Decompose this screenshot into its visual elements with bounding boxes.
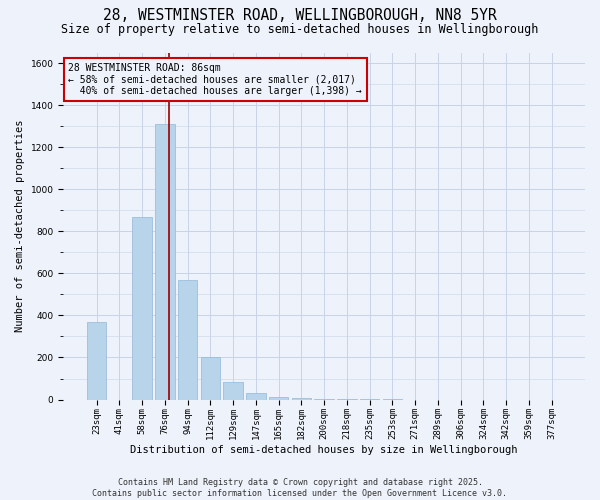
Bar <box>269 397 289 400</box>
Text: Size of property relative to semi-detached houses in Wellingborough: Size of property relative to semi-detach… <box>61 22 539 36</box>
Bar <box>201 358 220 400</box>
Bar <box>246 393 266 400</box>
Text: Contains HM Land Registry data © Crown copyright and database right 2025.
Contai: Contains HM Land Registry data © Crown c… <box>92 478 508 498</box>
Bar <box>155 124 175 400</box>
Bar <box>87 322 106 400</box>
Bar <box>314 398 334 400</box>
Y-axis label: Number of semi-detached properties: Number of semi-detached properties <box>15 120 25 332</box>
Bar <box>178 280 197 400</box>
Text: 28 WESTMINSTER ROAD: 86sqm
← 58% of semi-detached houses are smaller (2,017)
  4: 28 WESTMINSTER ROAD: 86sqm ← 58% of semi… <box>68 63 362 96</box>
Bar <box>292 398 311 400</box>
Bar <box>223 382 243 400</box>
Text: 28, WESTMINSTER ROAD, WELLINGBOROUGH, NN8 5YR: 28, WESTMINSTER ROAD, WELLINGBOROUGH, NN… <box>103 8 497 22</box>
Bar <box>133 216 152 400</box>
X-axis label: Distribution of semi-detached houses by size in Wellingborough: Distribution of semi-detached houses by … <box>130 445 518 455</box>
